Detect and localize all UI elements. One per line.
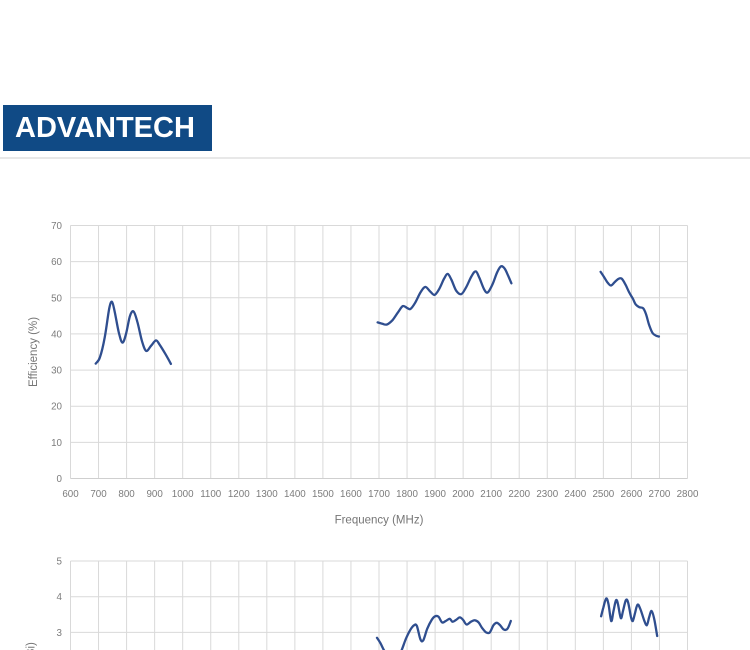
efficiency-x-tick: 2000 (452, 489, 474, 500)
efficiency-x-tick: 1600 (340, 489, 362, 500)
efficiency-y-tick: 30 (51, 366, 62, 377)
efficiency-x-tick: 900 (146, 489, 163, 500)
header-divider (0, 157, 750, 159)
efficiency-y-tick: 60 (51, 257, 62, 268)
efficiency-y-axis-title: Efficiency (%) (28, 317, 40, 387)
efficiency-x-tick: 700 (90, 489, 107, 500)
efficiency-chart-gridlines (70, 225, 688, 479)
efficiency-x-tick: 600 (62, 489, 79, 500)
efficiency-x-tick: 2600 (621, 489, 643, 500)
efficiency-x-tick: 2100 (480, 489, 502, 500)
efficiency-y-tick: 50 (51, 293, 62, 304)
series-efficiency-low-band (94, 300, 173, 366)
efficiency-x-tick: 1800 (396, 489, 418, 500)
efficiency-x-tick: 2500 (592, 489, 614, 500)
efficiency-x-tick: 1400 (284, 489, 306, 500)
efficiency-y-tick: 10 (51, 438, 62, 449)
gain-y-tick: 5 (57, 557, 63, 568)
efficiency-y-tick: 20 (51, 402, 62, 413)
efficiency-x-tick: 1900 (424, 489, 446, 500)
efficiency-x-tick: 1500 (312, 489, 334, 500)
efficiency-x-tick: 2700 (649, 489, 671, 500)
efficiency-x-tick: 1000 (172, 489, 194, 500)
efficiency-x-tick: 2800 (677, 489, 699, 500)
advantech-logo: ADVANTECH (3, 105, 212, 151)
efficiency-x-tick: 2300 (536, 489, 558, 500)
series-gain-mid-band (375, 614, 512, 650)
advantech-logo-text: ADVANTECH (15, 111, 195, 144)
gain-y-tick: 3 (57, 628, 63, 639)
efficiency-x-tick: 800 (118, 489, 135, 500)
efficiency-y-tick: 70 (51, 221, 62, 232)
efficiency-x-tick: 1300 (256, 489, 278, 500)
gain-y-axis-title: Gain (dBi) (26, 642, 38, 650)
series-efficiency-mid-band (376, 265, 513, 326)
gain-y-tick: 4 (57, 592, 63, 603)
efficiency-x-tick: 2200 (508, 489, 530, 500)
series-efficiency-high-band (599, 270, 661, 338)
efficiency-x-tick: 2400 (564, 489, 586, 500)
gain-chart-gridlines (70, 560, 688, 650)
efficiency-x-tick: 1200 (228, 489, 250, 500)
efficiency-x-tick: 1700 (368, 489, 390, 500)
efficiency-y-tick: 40 (51, 329, 62, 340)
efficiency-x-axis-title: Frequency (MHz) (335, 515, 424, 527)
series-gain-high-band (599, 597, 659, 638)
efficiency-x-tick: 1100 (200, 489, 222, 500)
efficiency-y-tick: 0 (57, 474, 63, 485)
